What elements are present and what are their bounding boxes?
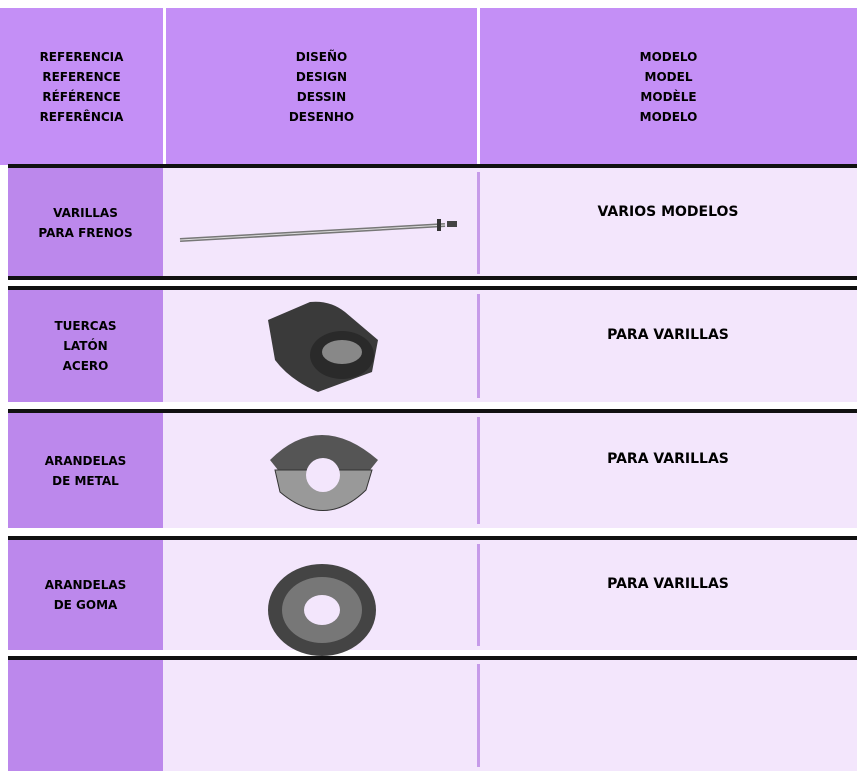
reference-cell: ARANDELAS DE GOMA [8, 540, 163, 650]
header-line: MODÈLE [640, 89, 697, 104]
design-cell [163, 660, 479, 771]
header-line: MODELO [639, 109, 698, 124]
divider [477, 8, 480, 165]
divider [477, 172, 480, 274]
header-line: REFERENCIA [39, 49, 124, 64]
divider [477, 544, 480, 646]
header-line: DESENHO [288, 109, 355, 124]
header-line: MODEL [644, 69, 693, 84]
model-text: PARA VARILLAS [607, 451, 729, 467]
reference-line: ACERO [62, 359, 109, 373]
header-line: REFERENCE [42, 69, 121, 84]
reference-line: PARA FRENOS [38, 226, 133, 240]
header-cell: DISEÑO DESIGN DESSIN DESENHO [166, 8, 477, 165]
header-line: DESIGN [295, 69, 348, 84]
model-text: VARIOS MODELOS [597, 204, 739, 220]
divider [477, 294, 480, 398]
header-cell: MODELO MODEL MODÈLE MODELO [480, 8, 857, 165]
divider [477, 664, 480, 767]
reference-cell: TUERCAS LATÓN ACERO [8, 290, 163, 402]
reference-cell [8, 660, 163, 771]
model-cell: PARA VARILLAS [479, 540, 857, 650]
model-text: PARA VARILLAS [607, 576, 729, 592]
nut-image [268, 301, 378, 392]
reference-line: LATÓN [63, 339, 108, 353]
rod-image [179, 219, 457, 242]
model-cell [479, 660, 857, 771]
reference-line: ARANDELAS [44, 578, 127, 592]
header-line: RÉFÉRENCE [42, 89, 121, 104]
reference-cell: ARANDELAS DE METAL [8, 413, 163, 528]
model-cell: PARA VARILLAS [479, 290, 857, 402]
divider [477, 417, 480, 524]
header-line: REFERÊNCIA [39, 109, 124, 124]
reference-line: ARANDELAS [44, 453, 127, 468]
rubber-washer-image [268, 564, 376, 656]
row-rule [8, 276, 857, 280]
header-cell: REFERENCIA REFERENCE RÉFÉRENCE REFERÊNCIA [0, 8, 163, 165]
row-rule [8, 409, 857, 413]
header-line: MODELO [639, 49, 698, 64]
reference-cell: VARILLAS PARA FRENOS [8, 168, 163, 278]
row-rule [8, 286, 857, 290]
model-cell: PARA VARILLAS [479, 413, 857, 528]
row-rule [8, 536, 857, 540]
header-line: DESSIN [296, 89, 347, 104]
reference-line: VARILLAS [53, 206, 118, 220]
header-line: DISEÑO [295, 49, 348, 64]
row-rule [8, 656, 857, 660]
reference-line: DE GOMA [53, 598, 118, 612]
reference-line: DE METAL [52, 473, 119, 488]
metal-washer-image [270, 435, 378, 511]
model-text: PARA VARILLAS [607, 326, 729, 343]
divider [163, 8, 166, 165]
reference-line: TUERCAS [54, 319, 117, 333]
model-cell: VARIOS MODELOS [479, 168, 857, 278]
design-cell [163, 168, 479, 278]
row-rule [8, 164, 857, 168]
